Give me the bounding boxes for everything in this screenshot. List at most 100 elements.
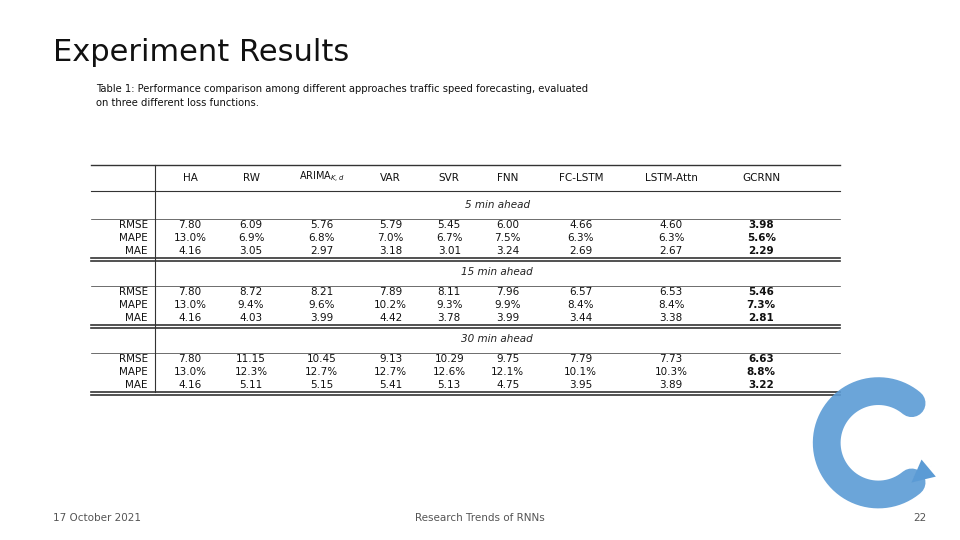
Text: 7.80: 7.80 — [179, 220, 202, 230]
Text: 5.13: 5.13 — [438, 380, 461, 390]
Text: 13.0%: 13.0% — [174, 233, 206, 243]
Text: 15 min ahead: 15 min ahead — [462, 267, 533, 276]
Text: 2.97: 2.97 — [310, 246, 333, 256]
Text: 9.75: 9.75 — [496, 354, 519, 364]
Text: FNN: FNN — [497, 173, 518, 183]
Text: MAPE: MAPE — [119, 233, 148, 243]
Text: 12.6%: 12.6% — [433, 367, 466, 377]
Text: 8.8%: 8.8% — [747, 367, 776, 377]
Text: 3.98: 3.98 — [749, 220, 774, 230]
Text: 9.9%: 9.9% — [494, 300, 521, 310]
Text: 7.79: 7.79 — [569, 354, 592, 364]
Text: 4.16: 4.16 — [179, 380, 202, 390]
Text: MAE: MAE — [126, 313, 148, 323]
Text: 6.3%: 6.3% — [567, 233, 594, 243]
Text: 13.0%: 13.0% — [174, 367, 206, 377]
Text: 6.9%: 6.9% — [238, 233, 264, 243]
Text: 4.60: 4.60 — [660, 220, 683, 230]
Text: VAR: VAR — [380, 173, 401, 183]
Text: 8.4%: 8.4% — [567, 300, 594, 310]
Text: 30 min ahead: 30 min ahead — [462, 334, 533, 343]
Text: 4.42: 4.42 — [379, 313, 402, 323]
Text: 8.11: 8.11 — [438, 287, 461, 297]
Text: 3.24: 3.24 — [496, 246, 519, 256]
Text: FC-LSTM: FC-LSTM — [559, 173, 603, 183]
Text: 3.05: 3.05 — [239, 246, 263, 256]
Text: 12.1%: 12.1% — [492, 367, 524, 377]
Text: 13.0%: 13.0% — [174, 300, 206, 310]
Text: MAPE: MAPE — [119, 300, 148, 310]
Text: 22: 22 — [913, 512, 926, 523]
Text: 10.2%: 10.2% — [374, 300, 407, 310]
Text: 4.66: 4.66 — [569, 220, 592, 230]
Text: SVR: SVR — [439, 173, 460, 183]
Text: 12.7%: 12.7% — [305, 367, 338, 377]
Text: 3.01: 3.01 — [438, 246, 461, 256]
Text: 9.4%: 9.4% — [238, 300, 264, 310]
Text: Experiment Results: Experiment Results — [53, 38, 349, 67]
Text: 3.22: 3.22 — [749, 380, 774, 390]
Text: GCRNN: GCRNN — [742, 173, 780, 183]
Text: 3.99: 3.99 — [496, 313, 519, 323]
Text: RW: RW — [243, 173, 259, 183]
Text: 12.7%: 12.7% — [374, 367, 407, 377]
Text: 5.6%: 5.6% — [747, 233, 776, 243]
Text: 6.3%: 6.3% — [658, 233, 684, 243]
Text: RMSE: RMSE — [119, 354, 148, 364]
Text: 6.00: 6.00 — [496, 220, 519, 230]
Text: 5.76: 5.76 — [310, 220, 333, 230]
Text: 7.80: 7.80 — [179, 354, 202, 364]
Text: 5 min ahead: 5 min ahead — [465, 200, 530, 210]
Text: 7.80: 7.80 — [179, 287, 202, 297]
Text: 8.72: 8.72 — [239, 287, 263, 297]
Text: 5.45: 5.45 — [438, 220, 461, 230]
Text: 5.79: 5.79 — [379, 220, 402, 230]
Text: 9.6%: 9.6% — [308, 300, 335, 310]
Text: 5.15: 5.15 — [310, 380, 333, 390]
Text: MAE: MAE — [126, 246, 148, 256]
Text: MAE: MAE — [126, 380, 148, 390]
Text: 7.5%: 7.5% — [494, 233, 521, 243]
Text: LSTM-Attn: LSTM-Attn — [644, 173, 698, 183]
Text: 7.96: 7.96 — [496, 287, 519, 297]
Text: RMSE: RMSE — [119, 220, 148, 230]
Text: 5.11: 5.11 — [239, 380, 263, 390]
Text: 11.15: 11.15 — [236, 354, 266, 364]
Text: Table 1: Performance comparison among different approaches traffic speed forecas: Table 1: Performance comparison among di… — [96, 84, 588, 108]
Text: 6.63: 6.63 — [749, 354, 774, 364]
Text: 5.41: 5.41 — [379, 380, 402, 390]
Text: 3.95: 3.95 — [569, 380, 592, 390]
Text: 2.29: 2.29 — [749, 246, 774, 256]
Bar — [155, 325, 840, 353]
Text: 9.3%: 9.3% — [436, 300, 463, 310]
Text: 6.57: 6.57 — [569, 287, 592, 297]
Text: $\mathrm{ARIMA}_{K,d}$: $\mathrm{ARIMA}_{K,d}$ — [299, 170, 345, 185]
Text: 8.4%: 8.4% — [658, 300, 684, 310]
Text: 4.16: 4.16 — [179, 246, 202, 256]
Text: 3.78: 3.78 — [438, 313, 461, 323]
Text: 6.09: 6.09 — [239, 220, 263, 230]
Text: 7.89: 7.89 — [379, 287, 402, 297]
Text: 2.69: 2.69 — [569, 246, 592, 256]
Text: 4.16: 4.16 — [179, 313, 202, 323]
Text: 2.81: 2.81 — [749, 313, 774, 323]
Text: 4.03: 4.03 — [239, 313, 263, 323]
Text: 3.18: 3.18 — [379, 246, 402, 256]
Text: 8.21: 8.21 — [310, 287, 333, 297]
Text: RMSE: RMSE — [119, 287, 148, 297]
Bar — [155, 258, 840, 286]
Text: 2.67: 2.67 — [660, 246, 683, 256]
Text: 6.53: 6.53 — [660, 287, 683, 297]
Text: 10.29: 10.29 — [435, 354, 464, 364]
Text: 7.73: 7.73 — [660, 354, 683, 364]
Text: 6.8%: 6.8% — [308, 233, 335, 243]
Text: 3.38: 3.38 — [660, 313, 683, 323]
Text: MAPE: MAPE — [119, 367, 148, 377]
Text: 5.46: 5.46 — [749, 287, 774, 297]
Text: 10.1%: 10.1% — [564, 367, 597, 377]
Text: 3.44: 3.44 — [569, 313, 592, 323]
Text: 12.3%: 12.3% — [234, 367, 268, 377]
Text: 7.0%: 7.0% — [377, 233, 404, 243]
Text: HA: HA — [182, 173, 198, 183]
Text: 4.75: 4.75 — [496, 380, 519, 390]
